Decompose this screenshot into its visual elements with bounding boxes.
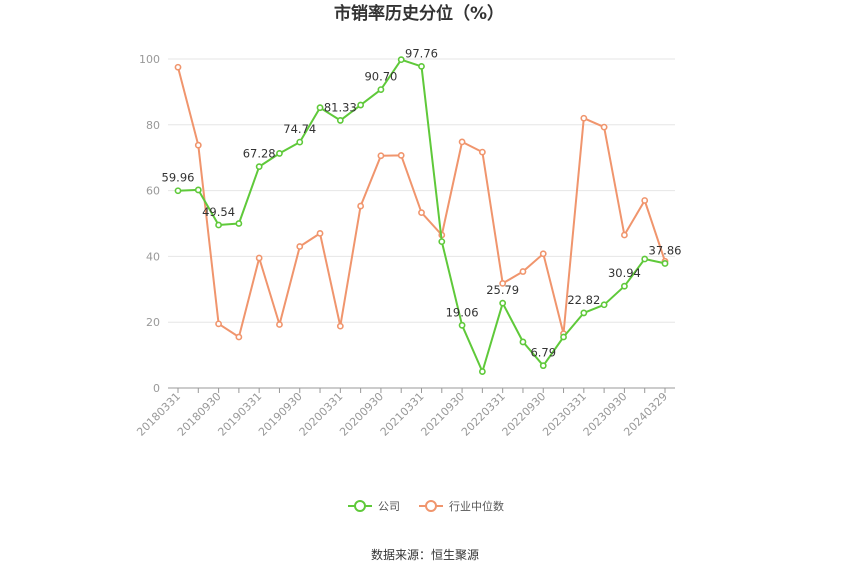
x-axis: 2018033120180930201903312019093020200331…: [134, 387, 675, 439]
series-point: [539, 250, 547, 258]
data-label: 90.70: [364, 70, 397, 84]
series-point: [560, 333, 567, 341]
series-point: [316, 104, 324, 112]
legend-label: 公司: [378, 500, 400, 513]
x-tick-label: 20240329: [621, 390, 670, 439]
series-point: [519, 268, 527, 275]
series-point: [276, 150, 283, 157]
series-point: [174, 187, 182, 195]
legend[interactable]: 公司 行业中位数: [348, 499, 504, 513]
source-note: 数据来源：恒生聚源: [371, 547, 479, 562]
y-axis: 0 20 40 60 80 100: [139, 53, 160, 395]
series-point: [235, 220, 243, 227]
data-label: 74.74: [283, 122, 316, 136]
series-point: [621, 282, 628, 290]
series-point: [458, 138, 466, 146]
series-point: [418, 209, 425, 217]
y-tick-label: 100: [139, 53, 160, 66]
data-label: 6.79: [530, 346, 556, 360]
series-point: [377, 86, 385, 93]
data-label: 97.76: [405, 46, 438, 60]
series-point: [458, 321, 466, 329]
series-point: [255, 254, 263, 262]
series-point: [194, 186, 202, 194]
data-label: 67.28: [243, 147, 276, 161]
series-point: [215, 221, 222, 229]
series-point: [661, 260, 669, 267]
series-point: [276, 321, 283, 328]
series-point: [357, 202, 365, 210]
series-point: [296, 243, 304, 250]
y-tick-label: 40: [146, 250, 160, 263]
legend-item-0[interactable]: 公司: [348, 500, 400, 513]
series-point: [316, 229, 324, 237]
legend-item-1[interactable]: 行业中位数: [419, 499, 504, 513]
series-point: [336, 117, 344, 124]
series-point: [215, 320, 222, 328]
y-tick-label: 0: [153, 382, 160, 395]
series-point: [296, 138, 304, 146]
series-point: [478, 148, 486, 156]
data-label: 25.79: [486, 283, 519, 297]
series-point: [397, 151, 405, 159]
series-point: [174, 63, 182, 71]
series-point: [418, 62, 425, 70]
series-point: [621, 231, 628, 239]
series-point: [336, 322, 344, 330]
series-point: [438, 238, 446, 245]
series-point: [255, 163, 263, 171]
series-point: [377, 152, 385, 160]
data-label: 49.54: [202, 205, 235, 219]
series-point: [641, 197, 649, 204]
series-point: [580, 114, 588, 122]
series-point: [519, 338, 527, 346]
series-point: [600, 301, 608, 309]
legend-marker: [354, 500, 366, 512]
legend-label: 行业中位数: [449, 499, 504, 513]
data-label: 81.33: [324, 100, 357, 114]
series-point: [194, 141, 202, 149]
series-point: [580, 309, 588, 317]
series-point: [539, 362, 547, 370]
legend-marker: [425, 500, 437, 512]
data-label: 19.06: [446, 305, 479, 319]
data-label: 59.96: [162, 171, 195, 185]
series-point: [600, 123, 608, 131]
series-point: [499, 279, 507, 287]
series-point: [641, 255, 649, 263]
chart-title: 市销率历史分位（%）: [334, 3, 504, 24]
series-point: [397, 56, 405, 64]
grid-lines: [168, 58, 675, 323]
data-label: 22.82: [567, 293, 600, 307]
series-point: [357, 101, 365, 109]
data-label: 30.94: [608, 266, 641, 280]
series-point: [235, 333, 243, 341]
data-label: 37.86: [649, 243, 682, 257]
y-tick-label: 60: [146, 185, 160, 198]
series-layer: 59.96 49.54 67.28 74.74 81.33 90.70 97.76 19.06…: [162, 46, 682, 375]
y-tick-label: 20: [146, 316, 160, 329]
series-point: [478, 368, 486, 375]
series-point: [499, 299, 507, 307]
y-tick-label: 80: [146, 119, 160, 132]
